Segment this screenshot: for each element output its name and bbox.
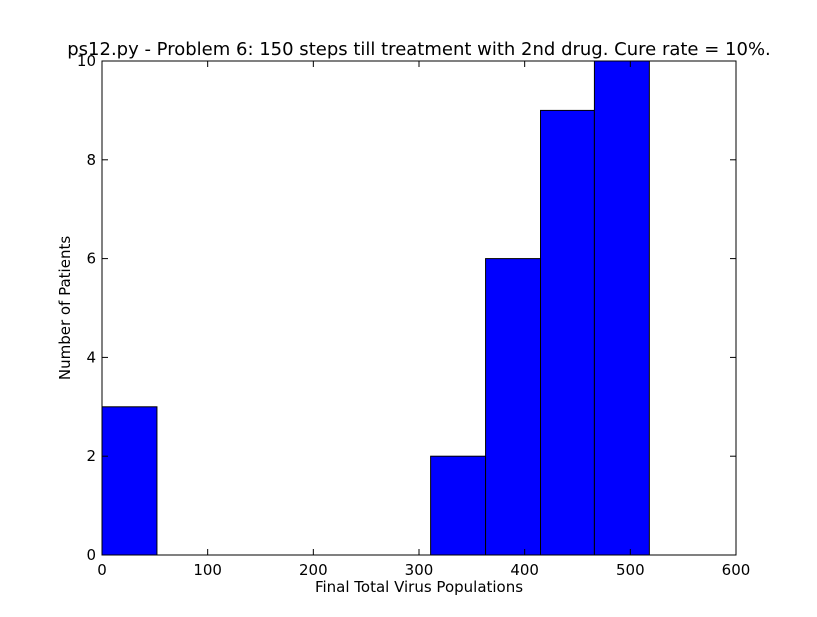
chart-title: ps12.py - Problem 6: 150 steps till trea…	[67, 39, 771, 60]
histogram-bar-7	[485, 258, 542, 556]
x-tick-label-6: 600	[722, 561, 751, 579]
bars-layer	[101, 60, 650, 556]
x-tick-label-1: 100	[193, 561, 222, 579]
y-tick-label-2: 4	[86, 348, 96, 366]
y-tick-label-4: 8	[86, 151, 96, 169]
y-axis-label: Number of Patients	[56, 236, 74, 380]
ticks-layer: 0 100 200 300 400 500 600 0 2 4 6 8 10	[77, 52, 750, 579]
x-tick-label-4: 400	[510, 561, 539, 579]
histogram-bar-9	[593, 60, 650, 556]
x-axis-label: Final Total Virus Populations	[315, 578, 523, 596]
y-tick-label-1: 2	[86, 447, 96, 465]
x-tick-label-3: 300	[405, 561, 434, 579]
x-tick-label-2: 200	[299, 561, 328, 579]
histogram-bar-8	[540, 109, 595, 556]
x-tick-label-5: 500	[616, 561, 645, 579]
x-tick-label-0: 0	[97, 561, 107, 579]
y-tick-label-3: 6	[86, 250, 96, 268]
y-tick-label-5: 10	[77, 52, 96, 70]
histogram-bar-6	[430, 455, 487, 556]
y-tick-label-0: 0	[86, 546, 96, 564]
histogram-bar-0	[101, 406, 158, 556]
